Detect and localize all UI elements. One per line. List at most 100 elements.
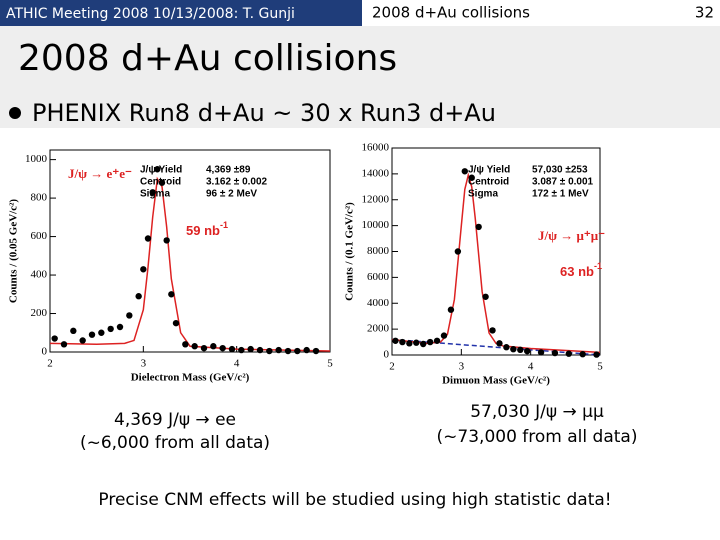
data-point — [468, 174, 475, 181]
data-point — [294, 347, 301, 355]
x-tick-label: 4 — [234, 358, 240, 370]
slide-title: 2008 d+Au collisions — [18, 38, 397, 79]
data-point — [135, 293, 142, 300]
header-bar — [0, 0, 362, 26]
data-point — [238, 346, 245, 354]
data-point — [275, 346, 282, 354]
stat-value: 3.162 ± 0.002 — [206, 177, 268, 188]
data-point — [537, 349, 545, 356]
data-point — [70, 327, 77, 335]
bullet-dot — [9, 107, 21, 119]
x-axis-label: Dielectron Mass (GeV/c²) — [131, 372, 250, 384]
y-tick-label: 800 — [31, 192, 48, 204]
data-point — [461, 168, 468, 175]
data-point — [551, 349, 559, 357]
x-axis-label: Dimuon Mass (GeV/c²) — [442, 375, 550, 387]
decay-label: J/ψ → μ⁺μ⁻ — [538, 228, 605, 243]
background-fit — [391, 338, 601, 356]
footer-note: Precise CNM effects will be studied usin… — [98, 490, 611, 510]
data-point — [510, 345, 517, 353]
y-tick-label: 10000 — [362, 219, 390, 231]
decay-label: J/ψ → e⁺e⁻ — [68, 166, 132, 181]
data-point — [60, 341, 68, 348]
data-point — [219, 344, 226, 352]
data-point — [140, 266, 147, 273]
data-point — [107, 325, 114, 333]
data-point — [489, 327, 496, 334]
data-point — [517, 346, 524, 354]
y-tick-label: 1000 — [25, 153, 48, 165]
stat-value: 3.087 ± 0.001 — [532, 177, 594, 188]
y-tick-label: 600 — [31, 230, 48, 242]
data-point — [524, 347, 531, 355]
data-point — [144, 235, 152, 242]
data-point — [593, 351, 600, 358]
data-point — [413, 339, 420, 346]
luminosity-value: 59 nb — [186, 223, 220, 238]
plot-caption: (~73,000 from all data) — [437, 427, 638, 447]
data-point — [284, 347, 292, 355]
data-point — [482, 293, 489, 300]
stat-value: 172 ± 1 MeV — [532, 189, 589, 200]
x-tick-label: 5 — [327, 358, 333, 370]
data-point — [126, 312, 133, 319]
y-tick-label: 16000 — [362, 142, 390, 154]
data-point — [210, 343, 217, 350]
stat-name: Sigma — [140, 189, 170, 200]
data-point — [51, 335, 58, 342]
data-point — [149, 189, 156, 196]
data-point — [172, 319, 180, 327]
data-point — [426, 338, 434, 346]
stat-value: 96 ± 2 MeV — [206, 189, 257, 200]
luminosity-label: 59 nb-1 — [186, 220, 228, 238]
data-point — [565, 350, 572, 357]
data-point — [191, 343, 198, 350]
data-point — [496, 340, 503, 347]
data-point — [392, 337, 399, 344]
y-tick-label: 2000 — [367, 323, 390, 335]
data-point — [454, 248, 462, 255]
y-tick-label: 14000 — [362, 167, 390, 179]
data-point — [579, 351, 586, 358]
y-tick-label: 6000 — [367, 271, 390, 283]
data-point — [98, 329, 105, 336]
x-tick-label: 2 — [47, 358, 53, 370]
data-point — [154, 166, 161, 173]
y-tick-label: 200 — [31, 307, 48, 319]
y-tick-label: 8000 — [367, 245, 390, 257]
plot-caption: 4,369 J/ψ → ee — [114, 410, 236, 430]
data-point — [158, 179, 166, 186]
plot-caption: 57,030 J/ψ → μμ — [470, 402, 604, 422]
y-axis-label: Counts / (0.1 GeV/c²) — [344, 202, 356, 301]
data-point — [247, 345, 254, 353]
data-point — [256, 346, 264, 354]
y-tick-label: 0 — [42, 346, 48, 358]
data-point — [420, 340, 427, 348]
stat-value: 57,030 ±253 — [532, 165, 588, 176]
title-band — [0, 26, 720, 128]
header-left: ATHIC Meeting 2008 10/13/2008: T. Gunji — [6, 6, 295, 22]
stat-name: Sigma — [468, 189, 498, 200]
x-tick-label: 3 — [459, 361, 465, 373]
data-point — [475, 223, 482, 231]
x-tick-label: 5 — [597, 361, 603, 373]
data-point — [116, 323, 124, 331]
data-point — [200, 344, 208, 352]
stat-value: 4,369 ±89 — [206, 165, 251, 176]
header-center: 2008 d+Au collisions — [372, 4, 530, 22]
data-point — [163, 237, 170, 244]
data-point — [440, 332, 448, 339]
stat-name: Centroid — [140, 177, 181, 188]
y-tick-label: 4000 — [367, 297, 390, 309]
data-point — [266, 347, 273, 355]
bullet-text: PHENIX Run8 d+Au ~ 30 x Run3 d+Au — [32, 99, 496, 127]
y-tick-label: 0 — [384, 349, 390, 361]
y-axis-label: Counts / (0.05 GeV/c²) — [8, 199, 20, 303]
page-number: 32 — [695, 4, 714, 22]
data-point — [399, 338, 406, 346]
luminosity-value: 63 nb — [560, 264, 594, 279]
data-point — [182, 341, 189, 348]
data-point — [503, 344, 510, 351]
luminosity-label: 63 nb-1 — [560, 261, 602, 279]
